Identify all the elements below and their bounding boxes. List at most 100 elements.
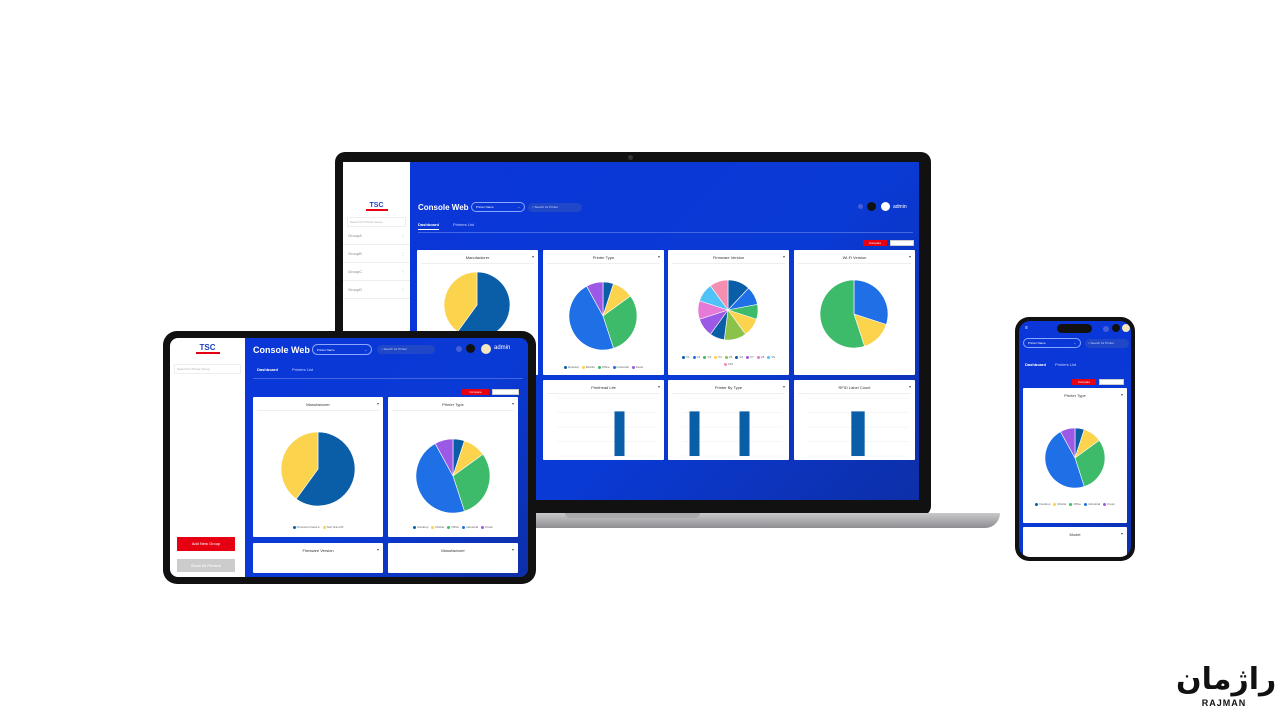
card-title: Manufacturer xyxy=(306,402,330,407)
period-select[interactable] xyxy=(890,240,914,246)
tab-printers-list[interactable]: Printers List xyxy=(453,222,475,227)
menu-icon[interactable]: ≡ xyxy=(1025,325,1028,331)
notification-icon[interactable] xyxy=(1103,326,1109,332)
legend-item[interactable]: Kiosk xyxy=(631,365,643,369)
add-new-group-button[interactable]: Add New Group xyxy=(177,537,235,551)
printer-search-input[interactable]: ⌕ Search for Printer xyxy=(1085,339,1129,348)
group-search-input[interactable]: Search for Printer Group xyxy=(347,217,406,227)
legend-item[interactable]: Kiosk xyxy=(1103,502,1115,506)
sidebar-group[interactable]: GroupB ⋮ xyxy=(343,245,410,263)
tab-printers-list[interactable]: Printers List xyxy=(292,367,314,372)
legend-item[interactable]: Industrial xyxy=(1084,502,1100,506)
legend-item[interactable]: V6 xyxy=(735,355,743,359)
settings-icon[interactable] xyxy=(1112,324,1120,332)
pie-slice xyxy=(1074,439,1106,487)
printer-search-input[interactable]: ⌕ Search for Printer xyxy=(528,203,582,212)
chevron-down-icon[interactable]: ▾ xyxy=(511,547,514,552)
pie-slice xyxy=(443,271,478,333)
legend-item[interactable]: Industrial xyxy=(462,525,478,529)
legend-item[interactable]: Office xyxy=(1069,502,1081,506)
chevron-down-icon[interactable]: ▾ xyxy=(376,401,379,406)
notification-icon[interactable] xyxy=(858,204,863,209)
user-name[interactable]: admin xyxy=(893,204,907,210)
compare-button[interactable]: Compare xyxy=(1072,379,1096,385)
legend-item[interactable]: Desktop xyxy=(563,365,579,369)
sidebar-group[interactable]: GroupC ⋮ xyxy=(343,263,410,281)
camera-icon xyxy=(628,155,633,160)
chevron-down-icon[interactable]: ▾ xyxy=(782,384,785,389)
legend-item[interactable]: V8 xyxy=(756,355,764,359)
legend-item[interactable]: Mobile xyxy=(431,525,444,529)
avatar[interactable] xyxy=(881,202,890,211)
sidebar-group[interactable]: GroupA ⋮ xyxy=(343,227,410,245)
chart-card-manufacturer: Manufacturer ▾ Products brand A Sub brand B xyxy=(253,397,383,537)
legend-item[interactable]: Mobile xyxy=(581,365,595,369)
settings-icon[interactable] xyxy=(466,344,475,353)
group-search-input[interactable]: Search for Printer Group xyxy=(174,364,241,374)
printer-search-input[interactable]: ⌕ Search for Printer xyxy=(377,345,435,354)
search-placeholder: Search for Printer xyxy=(534,205,559,209)
app-title: Console Web xyxy=(418,203,469,212)
sidebar-group[interactable]: GroupD ⋮ xyxy=(343,281,410,299)
period-select[interactable] xyxy=(1099,379,1124,385)
legend-item[interactable]: Sub brand B xyxy=(322,525,343,529)
card-title: Printer Type xyxy=(442,402,464,407)
divider xyxy=(253,378,523,379)
legend-item[interactable]: V3 xyxy=(703,355,711,359)
tab-dashboard[interactable]: Dashboard xyxy=(1025,362,1046,367)
chart-card-rfid-label-count: RFID Label Count ▾ xyxy=(794,380,915,460)
chevron-down-icon[interactable]: ▾ xyxy=(657,384,660,389)
settings-icon[interactable] xyxy=(867,202,876,211)
legend-item[interactable]: Mobile xyxy=(1053,502,1066,506)
chevron-down-icon[interactable]: ▾ xyxy=(531,254,534,259)
printer-select[interactable]: Printer Name ⌄ xyxy=(312,344,372,355)
period-select[interactable] xyxy=(492,389,519,395)
notification-icon[interactable] xyxy=(456,346,462,352)
legend-item[interactable]: Kiosk xyxy=(481,525,493,529)
pie-slice xyxy=(602,295,638,349)
legend-item[interactable]: V7 xyxy=(746,355,754,359)
legend-item[interactable]: V2 xyxy=(692,355,700,359)
card-title: Printer By Type xyxy=(714,385,743,390)
chevron-down-icon[interactable]: ▾ xyxy=(1120,392,1123,397)
chevron-down-icon[interactable]: ▾ xyxy=(908,254,911,259)
avatar[interactable] xyxy=(481,344,491,354)
chevron-down-icon[interactable]: ▾ xyxy=(511,401,514,406)
logo: TSC xyxy=(365,202,388,211)
avatar[interactable] xyxy=(1122,324,1130,332)
legend-item[interactable]: Desktop xyxy=(1035,502,1050,506)
legend-item[interactable]: Industrial xyxy=(612,365,629,369)
legend-item[interactable]: V10 xyxy=(723,362,733,366)
user-name[interactable]: admin xyxy=(494,345,511,351)
group-label: GroupB xyxy=(348,251,362,256)
select-value: Printer Name xyxy=(476,205,494,209)
pie-chart xyxy=(1044,427,1106,489)
tab-dashboard[interactable]: Dashboard xyxy=(418,222,439,230)
more-icon: ⋮ xyxy=(401,251,405,256)
legend-item[interactable]: V5 xyxy=(724,355,732,359)
tab-dashboard[interactable]: Dashboard xyxy=(257,367,278,372)
chevron-down-icon[interactable]: ▾ xyxy=(376,547,379,552)
legend-item[interactable]: Desktop xyxy=(413,525,428,529)
chevron-down-icon[interactable]: ▾ xyxy=(908,384,911,389)
legend-item[interactable]: Office xyxy=(447,525,459,529)
chevron-down-icon: ⌄ xyxy=(517,205,520,209)
chevron-down-icon[interactable]: ▾ xyxy=(1120,531,1123,536)
chevron-down-icon[interactable]: ▾ xyxy=(657,254,660,259)
legend-item[interactable]: Products brand A xyxy=(292,525,320,529)
printer-select[interactable]: Printer Name ⌄ xyxy=(1023,338,1081,348)
card-title: Manufacturer xyxy=(441,548,465,553)
bar-chart xyxy=(557,397,657,457)
chevron-down-icon[interactable]: ▾ xyxy=(782,254,785,259)
legend-item[interactable]: V9 xyxy=(767,355,775,359)
legend-item[interactable]: Office xyxy=(597,365,610,369)
legend-item[interactable]: V4 xyxy=(713,355,722,359)
printer-select[interactable]: Printer Name ⌄ xyxy=(471,202,525,212)
card-title: Wi-Fi Version xyxy=(842,255,867,260)
legend-item[interactable]: V1 xyxy=(681,355,690,359)
show-all-printers-button[interactable]: Show All Printers xyxy=(177,559,235,572)
compare-button[interactable]: Compare xyxy=(462,389,489,395)
tab-printers-list[interactable]: Printers List xyxy=(1055,362,1077,367)
pie-slice xyxy=(295,431,356,507)
compare-button[interactable]: Compare xyxy=(863,240,887,246)
